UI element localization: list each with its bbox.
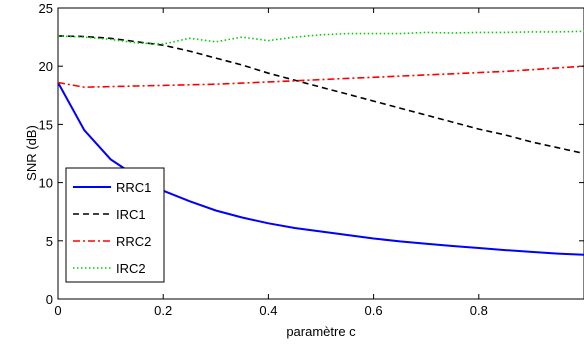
x-tick-label: 0.2 — [154, 303, 172, 318]
legend: RRC1 IRC1 RRC2 IRC2 — [65, 167, 165, 283]
legend-label-rrc1: RRC1 — [116, 180, 151, 195]
y-tick-label: 0 — [46, 292, 53, 307]
legend-label-irc2: IRC2 — [116, 261, 146, 276]
y-tick-label: 10 — [39, 176, 53, 191]
x-tick-label: 0 — [54, 303, 61, 318]
y-tick-label: 5 — [46, 234, 53, 249]
y-axis-label: SNR (dB) — [24, 125, 39, 181]
ticks-layer: 0 0.2 0.4 0.6 0.8 0 5 10 15 20 25 — [39, 1, 584, 318]
y-tick-label: 25 — [39, 1, 53, 16]
x-tick-label: 0.6 — [365, 303, 383, 318]
series-line-irc1 — [57, 35, 584, 155]
legend-label-rrc2: RRC2 — [116, 234, 151, 249]
series-line-irc2 — [57, 30, 584, 45]
legend-label-irc1: IRC1 — [116, 207, 146, 222]
x-tick-label: 0.4 — [259, 303, 277, 318]
y-tick-label: 20 — [39, 59, 53, 74]
x-tick-label: 0.8 — [470, 303, 488, 318]
x-axis-label: paramètre c — [286, 324, 356, 339]
y-tick-label: 15 — [39, 117, 53, 132]
series-line-rrc2 — [57, 65, 584, 89]
